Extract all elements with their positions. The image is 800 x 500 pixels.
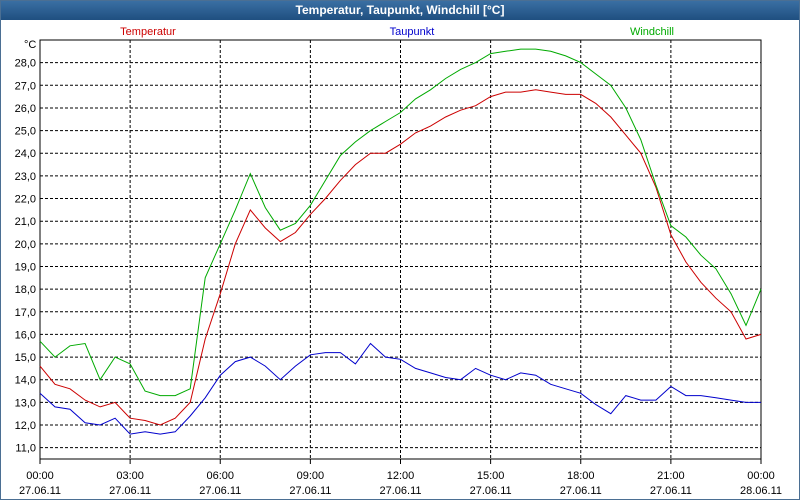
chart-title: Temperatur, Taupunkt, Windchill [°C] — [1, 1, 799, 20]
y-tick-label: 16,0 — [15, 329, 36, 341]
y-axis: 11,0 12,0 13,0 14,0 15,0 16,0 17,0 18,0 19,0 20,0… — [15, 39, 37, 455]
x-tick-time: 06:00 — [206, 470, 234, 482]
y-tick-label: 23,0 — [15, 171, 36, 183]
y-tick-label: 11,0 — [15, 443, 36, 455]
y-tick-label: 25,0 — [15, 126, 36, 138]
x-tick-time: 09:00 — [297, 470, 325, 482]
legend-windchill: Windchill — [630, 26, 674, 38]
y-tick-label: 28,0 — [15, 58, 36, 70]
x-tick-date: 27.06.11 — [470, 485, 512, 497]
series-line-windchill — [39, 48, 762, 397]
x-tick-date: 27.06.11 — [109, 485, 151, 497]
x-tick-date: 27.06.11 — [379, 485, 421, 497]
y-tick-label: 13,0 — [15, 397, 36, 409]
plot-area — [39, 39, 762, 460]
y-tick-label: 19,0 — [15, 261, 36, 273]
x-tick-time: 00:00 — [26, 470, 54, 482]
x-tick-date: 27.06.11 — [19, 485, 61, 497]
series-line-temperatur — [39, 89, 762, 426]
x-tick-date: 27.06.11 — [650, 485, 692, 497]
y-tick-label: 15,0 — [15, 352, 36, 364]
x-tick-time: 15:00 — [477, 470, 505, 482]
x-tick-time: 12:00 — [387, 470, 415, 482]
y-tick-label: 14,0 — [15, 375, 36, 387]
legend-temperatur: Temperatur — [120, 26, 176, 38]
legend-taupunkt: Taupunkt — [390, 26, 435, 38]
y-tick-label: 27,0 — [15, 80, 36, 92]
y-axis-unit: °C — [24, 39, 36, 51]
x-tick-time: 03:00 — [116, 470, 144, 482]
x-tick-time: 21:00 — [657, 470, 685, 482]
x-tick-time: 18:00 — [567, 470, 595, 482]
y-tick-label: 12,0 — [15, 420, 36, 432]
x-axis: 00:00 27.06.11 03:00 27.06.11 06:00 27.06.11 0… — [19, 459, 782, 497]
y-tick-label: 26,0 — [15, 103, 36, 115]
x-tick-time: 00:00 — [747, 470, 775, 482]
legend: Temperatur Taupunkt Windchill — [120, 26, 674, 38]
y-tick-label: 17,0 — [15, 307, 36, 319]
y-tick-label: 20,0 — [15, 239, 36, 251]
y-tick-label: 21,0 — [15, 216, 36, 228]
y-tick-label: 24,0 — [15, 148, 36, 160]
series-group — [39, 48, 762, 435]
grid — [40, 40, 761, 459]
x-tick-date: 27.06.11 — [199, 485, 241, 497]
x-tick-date: 27.06.11 — [289, 485, 331, 497]
series-line-taupunkt — [39, 342, 761, 435]
y-tick-label: 22,0 — [15, 194, 36, 206]
x-tick-date: 27.06.11 — [560, 485, 602, 497]
y-tick-label: 18,0 — [15, 284, 36, 296]
x-tick-date: 28.06.11 — [740, 485, 782, 497]
